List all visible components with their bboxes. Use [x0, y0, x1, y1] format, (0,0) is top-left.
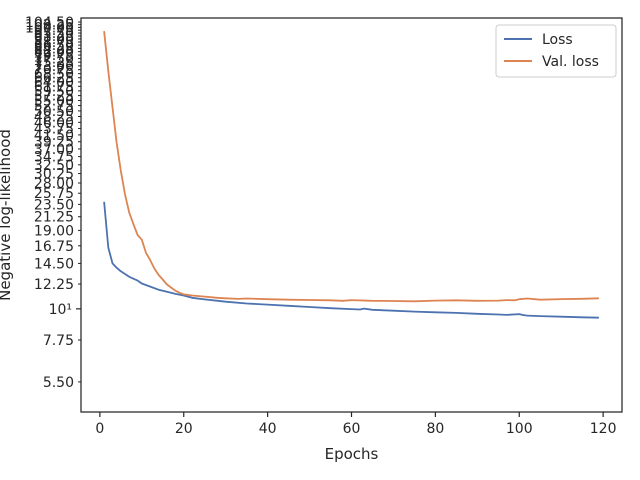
y-minor-tick-label: 79.75	[34, 48, 74, 64]
y-minor-tick-label: 28.00	[34, 176, 74, 192]
y-minor-tick-label: 37.00	[34, 142, 74, 158]
y-minor-tick-label: 86.50	[34, 38, 74, 54]
y-minor-tick-label: 77.50	[34, 52, 74, 68]
x-axis: 0 20 40 60 80 100 120	[95, 412, 616, 437]
y-minor-tick-label: 73.00	[34, 59, 74, 75]
y-minor-tick-label: 59.50	[34, 84, 74, 100]
y-minor-tick-label: 75.25	[34, 55, 74, 71]
legend-label-val-loss: Val. loss	[542, 54, 599, 70]
y-minor-tick-label: 16.75	[34, 239, 74, 255]
y-minor-tick-label: 93.25	[34, 29, 74, 45]
y-minor-tick-label: 70.75	[34, 63, 74, 79]
y-minor-tick-label: 104.50	[25, 15, 74, 31]
y-minor-tick-label: 95.50	[34, 26, 74, 42]
x-tick-label: 20	[175, 421, 193, 437]
y-minor-tick-label: 88.75	[34, 35, 74, 51]
y-minor-tick-label: 43.75	[34, 121, 74, 137]
y-minor-tick-label: 82.00	[34, 45, 74, 61]
y-minor-tick-label: 84.25	[34, 41, 74, 57]
x-axis-label: Epochs	[325, 445, 379, 463]
y-minor-tick-label: 30.25	[34, 167, 74, 183]
y-minor-tick-label: 41.50	[34, 128, 74, 144]
x-tick-label: 120	[590, 421, 617, 437]
y-minor-tick-label: 68.50	[34, 67, 74, 83]
legend-label-loss: Loss	[542, 32, 573, 48]
legend: Loss Val. loss	[495, 24, 617, 78]
y-minor-tick-label: 50.50	[34, 104, 74, 120]
y-minor-tick-label: 23.50	[34, 197, 74, 213]
y-minor-tick-label: 12.25	[34, 277, 74, 293]
y-minor-tick-label: 97.75	[34, 23, 74, 39]
y-minor-tick-label: 14.50	[34, 256, 74, 272]
y-minor-tick-label: 19.00	[34, 223, 74, 239]
y-minor-tick-label: 52.75	[34, 99, 74, 115]
x-tick-label: 0	[95, 421, 104, 437]
y-minor-tick-label: 34.75	[34, 150, 74, 166]
y-minor-tick-label: 66.25	[34, 71, 74, 87]
y-minor-tick-label: 55.00	[34, 93, 74, 109]
series-line-val-loss	[103, 31, 599, 303]
series-layer	[103, 31, 599, 319]
x-tick-label: 80	[426, 421, 444, 437]
y-minor-tick-label: 48.25	[34, 109, 74, 125]
y-minor-tick-label: 21.25	[34, 210, 74, 226]
series-line-loss	[103, 201, 599, 319]
y-minor-tick-label: 100.00	[25, 20, 74, 36]
y-axis: 10¹ 5.50 7.75 12.25 14.5016.7519.0021.2523.5…	[25, 15, 81, 391]
y-minor-tick-label: 64.00	[34, 75, 74, 91]
y-minor-tick-label: 7.75	[43, 333, 74, 349]
x-tick-label: 60	[343, 421, 361, 437]
x-tick-label: 100	[506, 421, 533, 437]
y-minor-tick-label: 25.75	[34, 186, 74, 202]
y-minor-tick-label: 39.25	[34, 135, 74, 151]
x-tick-label: 40	[259, 421, 277, 437]
y-minor-tick-label: 61.75	[34, 79, 74, 95]
y-axis-label: Negative log-likelihood	[0, 129, 14, 301]
y-minor-tick-label: 102.25	[25, 18, 74, 34]
y-major-tick-label: 10¹	[49, 302, 72, 318]
y-minor-tick-label: 46.00	[34, 115, 74, 131]
y-minor-tick-label: 91.00	[34, 32, 74, 48]
y-minor-tick-label: 57.25	[34, 89, 74, 105]
y-minor-tick-label: 5.50	[43, 375, 74, 391]
y-minor-tick-label: 32.50	[34, 158, 74, 174]
